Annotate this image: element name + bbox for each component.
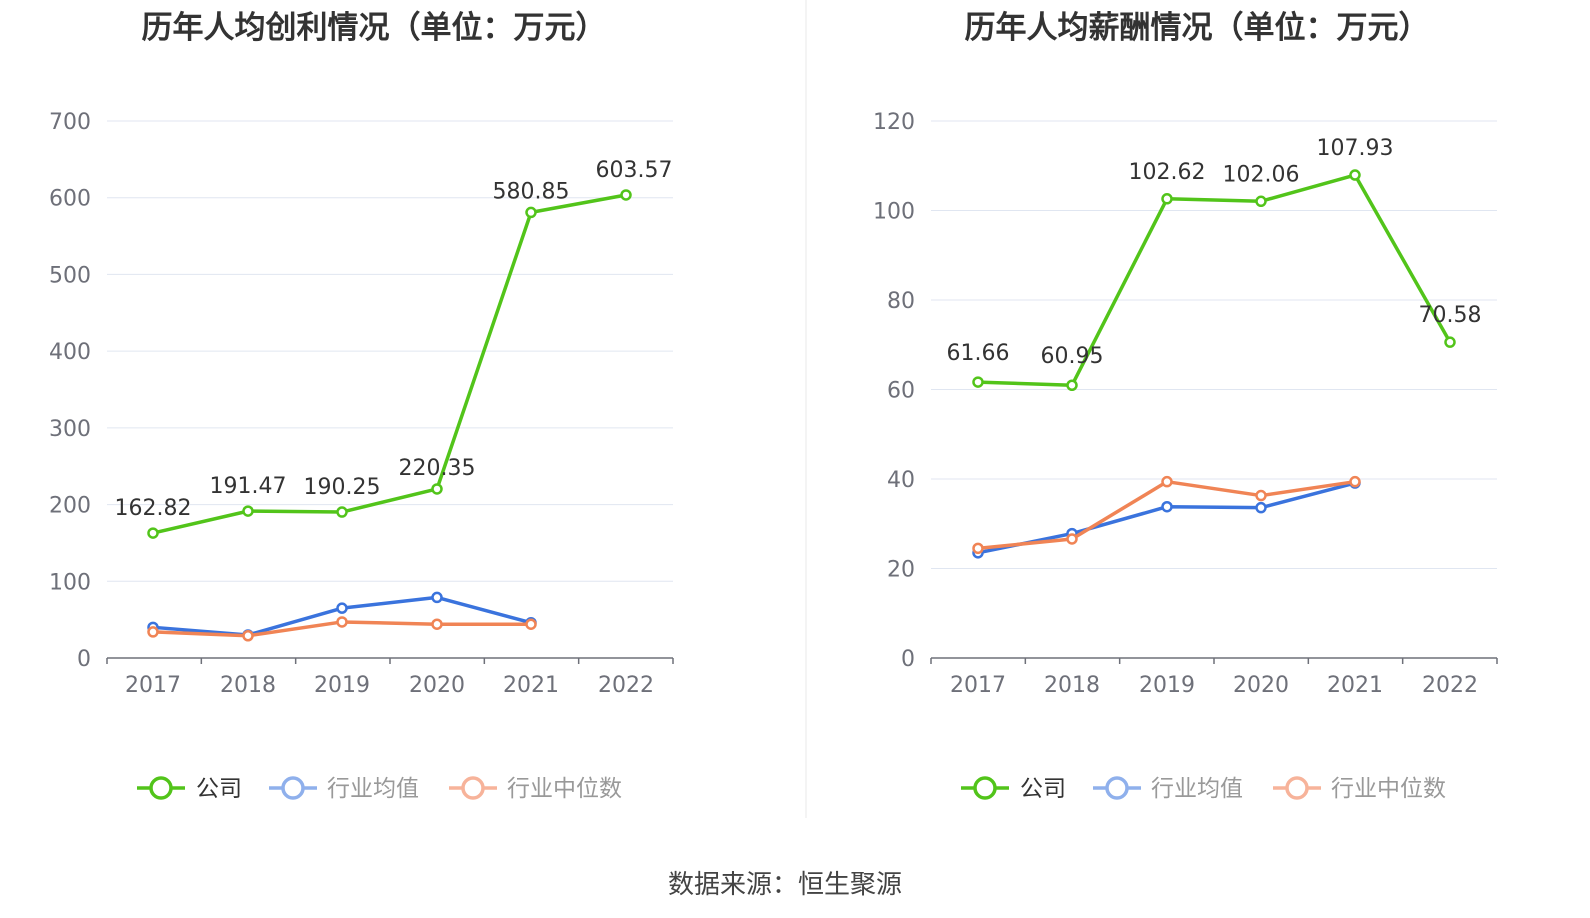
data-point — [1161, 500, 1173, 513]
data-point — [620, 189, 632, 201]
legend-label: 行业均值 — [1151, 776, 1243, 802]
chart-title: 历年人均创利情况（单位：万元） — [142, 10, 607, 46]
data-label: 102.06 — [1223, 162, 1300, 187]
data-label: 220.35 — [399, 456, 476, 481]
x-tick-label: 2022 — [598, 673, 654, 698]
x-tick-label: 2022 — [1422, 673, 1478, 698]
y-tick-label: 120 — [873, 110, 915, 135]
y-tick-label: 60 — [887, 379, 915, 404]
legend-label: 公司 — [196, 776, 242, 802]
data-point — [242, 630, 254, 642]
y-tick-label: 300 — [49, 417, 91, 442]
data-point — [525, 206, 537, 219]
legend-label: 行业均值 — [327, 776, 419, 802]
data-point — [431, 591, 443, 604]
x-tick-label: 2021 — [1327, 673, 1383, 698]
data-point — [972, 376, 984, 388]
legend-icon-marker — [149, 776, 173, 800]
y-tick-label: 0 — [901, 647, 915, 672]
data-point — [431, 483, 443, 495]
x-tick-label: 2021 — [503, 673, 559, 698]
y-tick-label: 600 — [49, 187, 91, 212]
x-tick-label: 2020 — [1233, 673, 1289, 698]
legend-icon-marker — [281, 776, 305, 800]
data-point — [1161, 475, 1173, 488]
data-label: 603.57 — [596, 158, 673, 183]
series-line-2 — [977, 479, 1356, 551]
data-point — [336, 602, 348, 614]
chart-title: 历年人均薪酬情况（单位：万元） — [965, 10, 1430, 46]
data-point — [525, 618, 537, 630]
y-tick-label: 80 — [887, 289, 915, 314]
data-point — [147, 527, 159, 539]
legend-label: 公司 — [1020, 776, 1066, 802]
x-tick-label: 2017 — [125, 673, 181, 698]
y-tick-label: 0 — [77, 647, 91, 672]
x-tick-label: 2018 — [1044, 673, 1100, 698]
legend-icon-marker — [973, 776, 997, 800]
x-tick-label: 2018 — [220, 673, 276, 698]
data-label: 190.25 — [304, 475, 381, 500]
data-point — [1066, 379, 1078, 391]
data-label: 107.93 — [1317, 136, 1394, 161]
data-point — [972, 542, 984, 555]
data-point — [1255, 501, 1267, 514]
legend-icon-marker — [1285, 776, 1309, 800]
legend-icon-marker — [461, 776, 485, 800]
data-point — [1349, 169, 1361, 181]
data-point — [1066, 533, 1078, 545]
x-tick-label: 2017 — [950, 673, 1006, 698]
legend-label: 行业中位数 — [1331, 776, 1446, 802]
x-tick-label: 2019 — [314, 673, 370, 698]
y-tick-label: 400 — [49, 340, 91, 365]
data-point — [336, 616, 348, 628]
data-point — [242, 505, 254, 517]
data-point — [1255, 195, 1267, 208]
y-tick-label: 100 — [49, 570, 91, 595]
data-point — [1349, 475, 1361, 488]
data-point — [147, 626, 159, 638]
data-label: 70.58 — [1419, 303, 1482, 328]
data-point — [1444, 336, 1456, 348]
data-label: 580.85 — [493, 179, 570, 204]
y-tick-label: 500 — [49, 263, 91, 288]
data-label: 191.47 — [210, 474, 287, 499]
data-point — [1161, 193, 1173, 205]
data-label: 61.66 — [947, 341, 1010, 366]
data-label: 162.82 — [115, 496, 192, 521]
x-tick-label: 2019 — [1139, 673, 1195, 698]
y-tick-label: 40 — [887, 468, 915, 493]
y-tick-label: 700 — [49, 110, 91, 135]
series-line-0 — [977, 173, 1452, 387]
y-tick-label: 20 — [887, 558, 915, 583]
legend-label: 行业中位数 — [507, 776, 622, 802]
series-line-0 — [152, 193, 627, 535]
x-tick-label: 2020 — [409, 673, 465, 698]
data-point — [1255, 489, 1267, 502]
data-label: 102.62 — [1129, 160, 1206, 185]
source-text: 数据来源：恒生聚源 — [668, 870, 902, 900]
y-tick-label: 100 — [873, 200, 915, 225]
data-point — [431, 618, 443, 630]
legend-icon-marker — [1105, 776, 1129, 800]
data-label: 60.95 — [1041, 344, 1104, 369]
y-tick-label: 200 — [49, 494, 91, 519]
data-point — [336, 506, 348, 518]
